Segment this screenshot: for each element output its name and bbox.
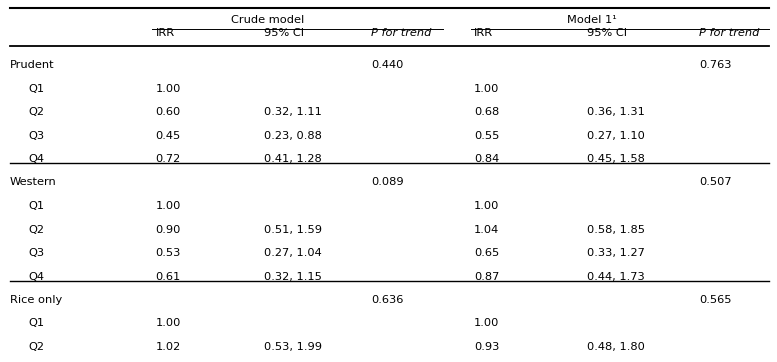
Text: 0.440: 0.440 [371, 60, 404, 70]
Text: 0.84: 0.84 [474, 155, 499, 164]
Text: Q2: Q2 [28, 224, 44, 235]
Text: Q4: Q4 [28, 155, 44, 164]
Text: 0.61: 0.61 [155, 272, 180, 282]
Text: 0.32, 1.11: 0.32, 1.11 [264, 107, 322, 117]
Text: Q3: Q3 [28, 248, 44, 258]
Text: Prudent: Prudent [10, 60, 54, 70]
Text: 0.90: 0.90 [155, 224, 181, 235]
Text: Western: Western [10, 177, 57, 187]
Text: 0.565: 0.565 [699, 295, 732, 305]
Text: 0.36, 1.31: 0.36, 1.31 [587, 107, 644, 117]
Text: 0.44, 1.73: 0.44, 1.73 [587, 272, 644, 282]
Text: Model 1¹: Model 1¹ [566, 15, 616, 25]
Text: 1.00: 1.00 [474, 318, 500, 328]
Text: 0.87: 0.87 [474, 272, 500, 282]
Text: 0.53: 0.53 [155, 248, 181, 258]
Text: 0.55: 0.55 [474, 131, 500, 141]
Text: Q2: Q2 [28, 107, 44, 117]
Text: IRR: IRR [474, 28, 493, 38]
Text: 0.60: 0.60 [155, 107, 180, 117]
Text: 1.00: 1.00 [474, 84, 500, 94]
Text: 1.00: 1.00 [155, 84, 181, 94]
Text: 1.00: 1.00 [155, 201, 181, 211]
Text: Q1: Q1 [28, 84, 44, 94]
Text: P for trend: P for trend [699, 28, 760, 38]
Text: 0.23, 0.88: 0.23, 0.88 [264, 131, 322, 141]
Text: 1.00: 1.00 [474, 201, 500, 211]
Text: 1.02: 1.02 [155, 342, 180, 352]
Text: 0.27, 1.10: 0.27, 1.10 [587, 131, 644, 141]
Text: 0.72: 0.72 [155, 155, 180, 164]
Text: 0.53, 1.99: 0.53, 1.99 [264, 342, 322, 352]
Text: 1.04: 1.04 [474, 224, 499, 235]
Text: 1.00: 1.00 [155, 318, 181, 328]
Text: Q3: Q3 [28, 131, 44, 141]
Text: 0.45, 1.58: 0.45, 1.58 [587, 155, 644, 164]
Text: 0.089: 0.089 [371, 177, 404, 187]
Text: 0.68: 0.68 [474, 107, 499, 117]
Text: P for trend: P for trend [371, 28, 432, 38]
Text: 95% CI: 95% CI [264, 28, 305, 38]
Text: 0.93: 0.93 [474, 342, 500, 352]
Text: 0.636: 0.636 [371, 295, 404, 305]
Text: 0.507: 0.507 [699, 177, 732, 187]
Text: 95% CI: 95% CI [587, 28, 627, 38]
Text: 0.51, 1.59: 0.51, 1.59 [264, 224, 322, 235]
Text: 0.27, 1.04: 0.27, 1.04 [264, 248, 322, 258]
Text: IRR: IRR [155, 28, 175, 38]
Text: 0.41, 1.28: 0.41, 1.28 [264, 155, 322, 164]
Text: Q4: Q4 [28, 272, 44, 282]
Text: Q1: Q1 [28, 318, 44, 328]
Text: Crude model: Crude model [231, 15, 304, 25]
Text: Q2: Q2 [28, 342, 44, 352]
Text: 0.48, 1.80: 0.48, 1.80 [587, 342, 644, 352]
Text: Q1: Q1 [28, 201, 44, 211]
Text: 0.65: 0.65 [474, 248, 499, 258]
Text: 0.33, 1.27: 0.33, 1.27 [587, 248, 644, 258]
Text: 0.58, 1.85: 0.58, 1.85 [587, 224, 645, 235]
Text: 0.32, 1.15: 0.32, 1.15 [264, 272, 322, 282]
Text: 0.763: 0.763 [699, 60, 732, 70]
Text: Rice only: Rice only [10, 295, 62, 305]
Text: 0.45: 0.45 [155, 131, 180, 141]
